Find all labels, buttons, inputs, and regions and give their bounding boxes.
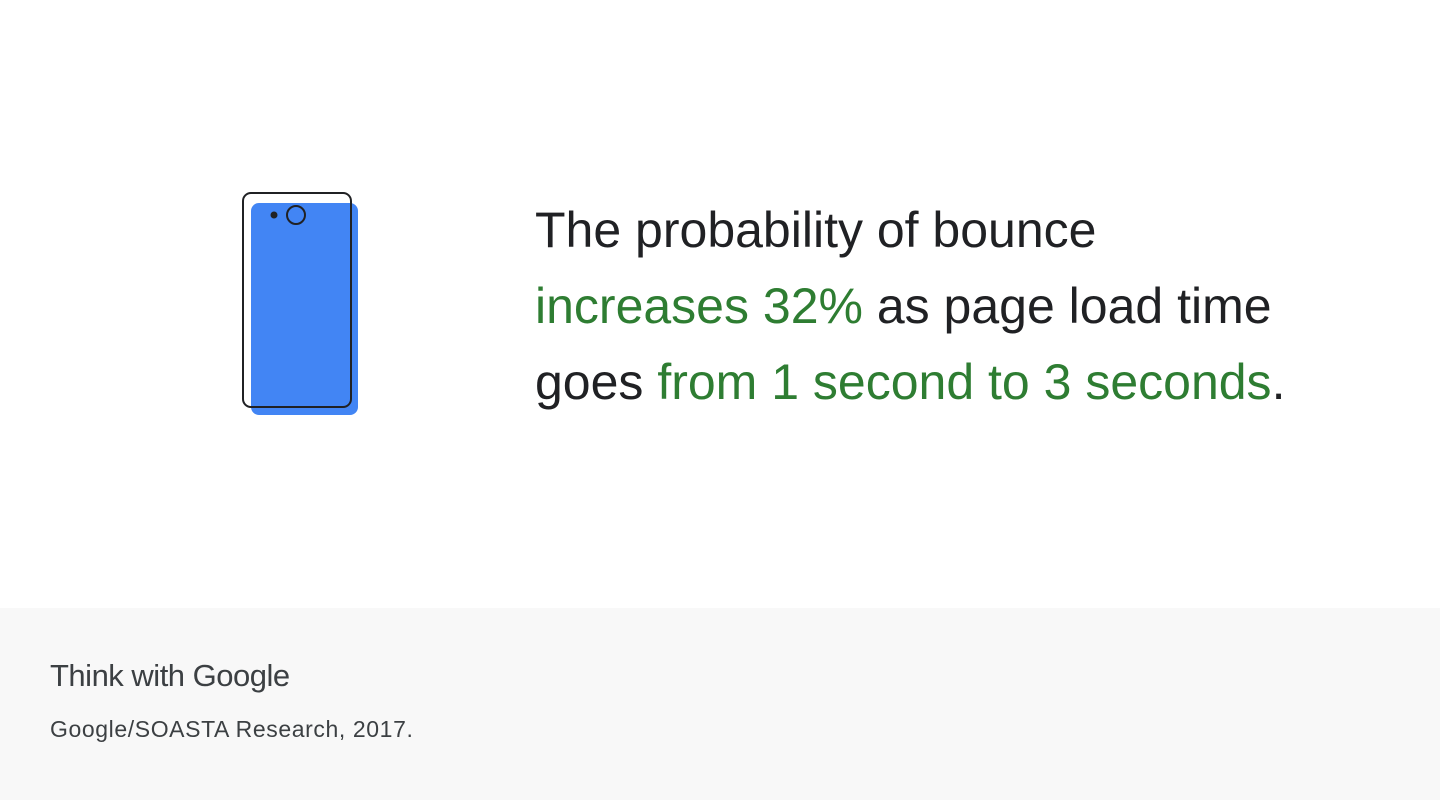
- statement-line: increases 32% as page load time: [535, 268, 1285, 344]
- brand: Think with Google: [50, 658, 290, 693]
- phone-outline: [242, 192, 352, 408]
- statement-text: .: [1271, 354, 1286, 410]
- highlight-text: from 1 second to 3 seconds: [657, 354, 1272, 410]
- source: Google/SOASTA Research, 2017.: [50, 716, 414, 742]
- statement-text: goes: [535, 354, 658, 410]
- phone-camera: [286, 205, 306, 225]
- statement-line: The probability of bounce: [535, 192, 1285, 268]
- footer: Think with Google Google/SOASTA Research…: [0, 608, 1440, 800]
- phone-icon: [242, 192, 358, 415]
- statement-text: as page load time: [862, 278, 1272, 334]
- statement-text: The probability of bounce: [535, 202, 1097, 258]
- phone-sensor: [270, 211, 278, 219]
- highlight-text: increases 32%: [535, 278, 863, 334]
- statement: The probability of bounce increases 32% a…: [535, 192, 1285, 420]
- phone-fill: [251, 203, 358, 415]
- statement-line: goes from 1 second to 3 seconds.: [535, 344, 1285, 420]
